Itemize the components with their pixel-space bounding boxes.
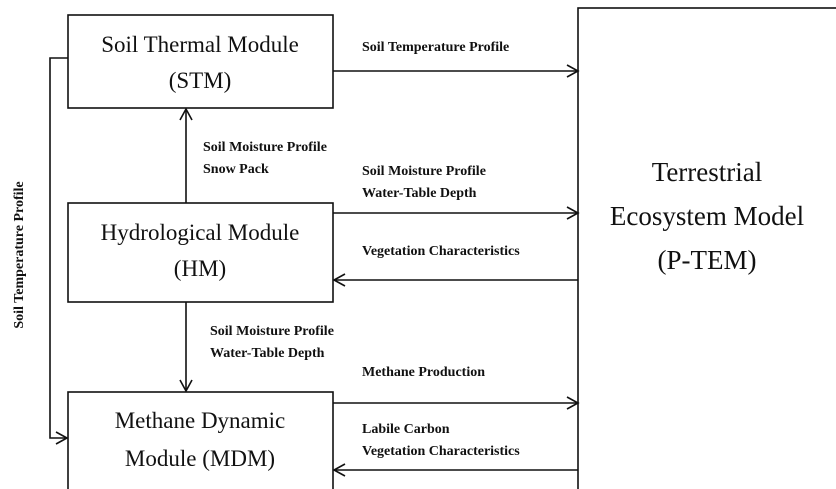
- edge-label: Vegetation Characteristics: [362, 444, 520, 459]
- node-text: (STM): [169, 68, 232, 93]
- edge-label: Vegetation Characteristics: [362, 244, 520, 259]
- edge-label: Water-Table Depth: [210, 346, 325, 361]
- mdm-box: [67, 391, 334, 489]
- edge-label: Soil Moisture Profile: [362, 164, 486, 179]
- node-text: (HM): [174, 256, 226, 281]
- node-text: Terrestrial: [652, 157, 763, 187]
- edge-label: Soil Moisture Profile: [203, 140, 327, 155]
- node-text: Soil Thermal Module: [101, 32, 299, 57]
- edge-label: Soil Temperature Profile: [12, 181, 27, 328]
- ptem-box: [577, 7, 836, 489]
- node-text: Module (MDM): [125, 446, 275, 471]
- edge-label: Snow Pack: [203, 162, 269, 177]
- hm-box: [67, 202, 334, 303]
- edge-label: Soil Moisture Profile: [210, 324, 334, 339]
- node-text: Hydrological Module: [101, 220, 300, 245]
- edge-label: Water-Table Depth: [362, 186, 477, 201]
- node-text: Ecosystem Model: [610, 201, 804, 231]
- stm-box: [67, 14, 334, 109]
- arrow: [49, 57, 69, 445]
- edge-label: Soil Temperature Profile: [362, 40, 509, 55]
- node-text: (P-TEM): [658, 245, 757, 275]
- edge-label: Methane Production: [362, 365, 485, 380]
- node-text: Methane Dynamic: [115, 408, 286, 433]
- edge-label: Labile Carbon: [362, 422, 450, 437]
